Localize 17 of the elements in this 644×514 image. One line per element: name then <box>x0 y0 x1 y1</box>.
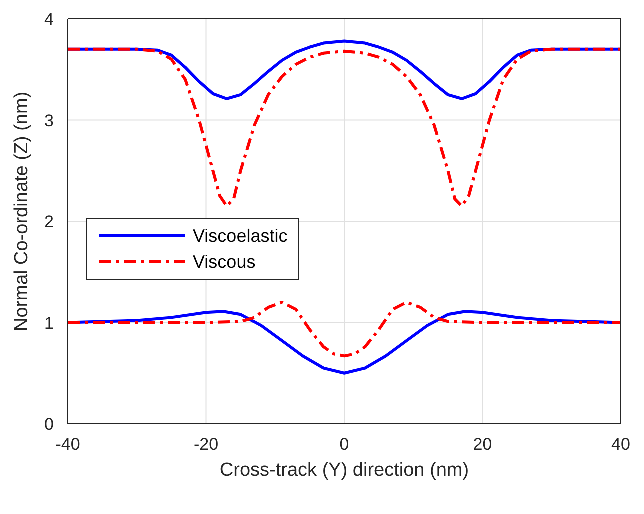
legend-label: Viscoelastic <box>193 225 288 248</box>
x-axis-title: Cross-track (Y) direction (nm) <box>220 460 470 481</box>
line-series <box>68 301 621 358</box>
y-tick-label: 4 <box>44 10 54 30</box>
line-series <box>68 310 621 375</box>
x-tick-label: 40 <box>612 435 630 454</box>
line-series <box>68 48 621 208</box>
y-tick-label: 3 <box>44 111 54 130</box>
y-axis-title: Normal Co-ordinate (Z) (nm) <box>12 92 33 332</box>
x-tick-label: 20 <box>473 435 492 454</box>
x-tick-label: -20 <box>194 435 219 454</box>
x-tick-label: 0 <box>340 435 350 454</box>
x-tick-label: -40 <box>56 435 80 454</box>
y-tick-label: 0 <box>44 415 54 434</box>
y-tick-label: 1 <box>44 314 54 333</box>
y-tick-label: 2 <box>44 212 54 232</box>
legend-label: Viscous <box>193 251 256 274</box>
